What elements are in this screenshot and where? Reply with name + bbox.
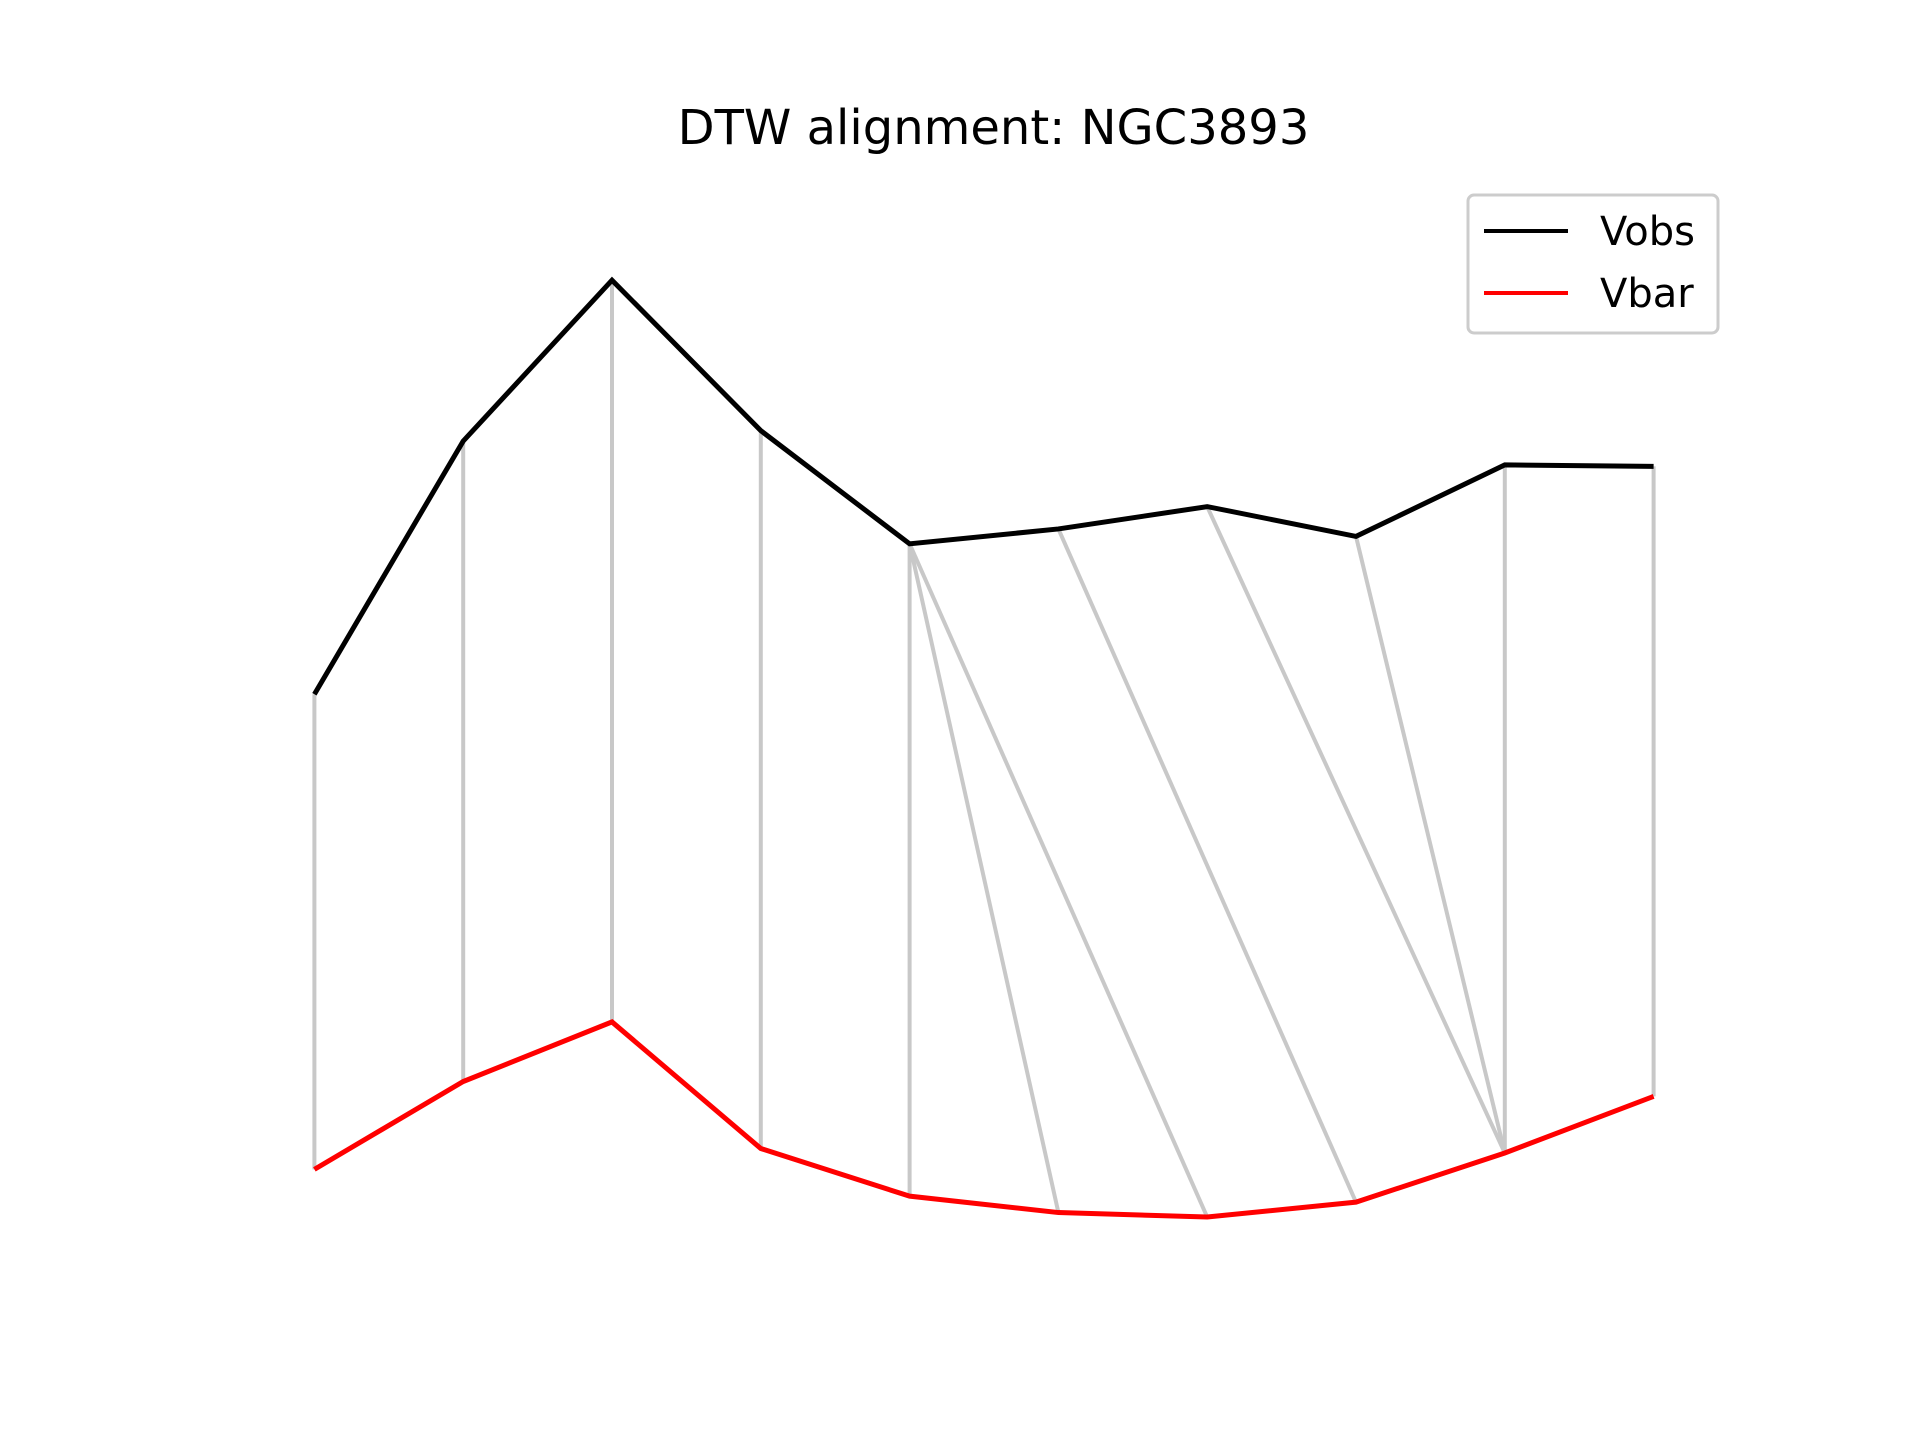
legend-label-vobs: Vobs (1600, 209, 1695, 255)
alignment-link-6 (907, 543, 1210, 1218)
alignment-link-8 (1205, 505, 1507, 1154)
series-line-vobs (312, 276, 1654, 696)
alignment-link-7 (1056, 528, 1358, 1203)
series-lines (312, 276, 1655, 1220)
alignment-link-9 (1354, 535, 1507, 1154)
alignment-links (312, 280, 1656, 1218)
alignment-link-5 (907, 543, 1061, 1213)
legend: Vobs Vbar (1466, 193, 1720, 335)
chart-title: DTW alignment: NGC3893 (677, 100, 1310, 156)
legend-label-vbar: Vbar (1600, 271, 1694, 317)
series-line-vbar (313, 1019, 1655, 1220)
